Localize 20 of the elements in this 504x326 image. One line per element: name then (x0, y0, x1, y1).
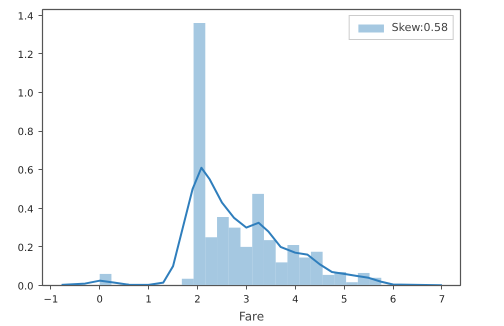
x-tick-label: 3 (243, 294, 250, 306)
y-tick-label: 0.6 (18, 166, 34, 177)
y-tick-label: 0.0 (18, 282, 34, 292)
y-tick-label: 0.2 (18, 242, 34, 254)
y-tick-label: 1.4 (18, 11, 34, 22)
x-axis-title: Fare (238, 310, 264, 324)
y-tick-label: 0.8 (18, 127, 34, 138)
y-tick-label: 0.4 (18, 204, 34, 216)
x-tick-label: 5 (340, 294, 348, 306)
x-tick-label: 6 (390, 294, 396, 306)
y-tick-label: 1.0 (18, 88, 34, 100)
x-tick-label: 1 (145, 294, 152, 306)
legend-label: Skew:0.58 (392, 21, 448, 34)
x-tick-label: 0 (96, 294, 103, 306)
x-tick-label: −1 (43, 294, 58, 306)
line-series (60, 166, 443, 286)
x-tick-label: 4 (292, 294, 298, 306)
y-tick-label: 1.2 (18, 50, 34, 61)
x-tick-label: 7 (438, 294, 446, 306)
x-tick-label: 2 (194, 294, 201, 306)
